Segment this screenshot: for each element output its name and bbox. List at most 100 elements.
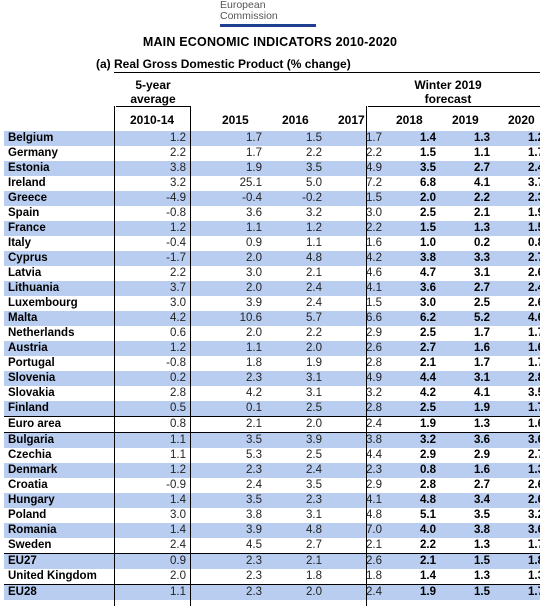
value-2015-cell: 3.6 bbox=[246, 207, 262, 219]
col-header-2018: 2018 bbox=[396, 113, 423, 127]
table-row: Spain -0.8 3.6 3.2 3.0 2.5 2.1 1.9 bbox=[4, 206, 540, 221]
value-2017-cell: 4.9 bbox=[322, 161, 382, 176]
forecast-2020-cell: 3.6 bbox=[490, 432, 540, 448]
value-2016-cell: 3.9 bbox=[262, 432, 322, 448]
country-cell: EU27 bbox=[4, 553, 118, 569]
forecast-2020-cell: 1.7 bbox=[528, 147, 540, 159]
divider-avg bbox=[190, 106, 191, 606]
forecast-2019-cell: 1.1 bbox=[474, 147, 490, 159]
logo-bar bbox=[220, 24, 316, 27]
value-2015-cell: -0.4 bbox=[198, 191, 262, 206]
value-2015-cell: 2.3 bbox=[198, 371, 262, 386]
forecast-line2: forecast bbox=[424, 92, 472, 106]
forecast-2018-cell: 2.0 bbox=[382, 191, 436, 206]
avg-2010-14-cell: -1.7 bbox=[118, 251, 198, 266]
forecast-2018-cell: 5.1 bbox=[420, 509, 436, 521]
value-2015-cell: 1.1 bbox=[198, 341, 262, 356]
value-2015-cell: 1.8 bbox=[246, 357, 262, 369]
value-2017-cell: 7.2 bbox=[366, 177, 382, 189]
gdp-table: Belgium1.21.71.51.71.41.31.2Germany2.21.… bbox=[4, 131, 540, 600]
value-2016-cell: 1.5 bbox=[262, 131, 322, 146]
value-2015-cell: 0.9 bbox=[246, 237, 262, 249]
country-cell: France bbox=[4, 221, 118, 236]
forecast-2020-cell: 1.7 bbox=[528, 539, 540, 551]
forecast-2020-cell: 1.5 bbox=[490, 221, 540, 236]
value-2016-cell: 2.3 bbox=[262, 493, 322, 508]
avg-2010-14-cell: -0.9 bbox=[166, 479, 186, 491]
forecast-2018-cell: 2.5 bbox=[420, 327, 436, 339]
country-cell: Sweden bbox=[8, 539, 52, 551]
forecast-2020-cell: 2.6 bbox=[528, 297, 540, 309]
col-header-2010-14: 2010-14 bbox=[130, 113, 175, 127]
value-2016-cell: 2.0 bbox=[262, 416, 322, 433]
value-2016-cell: 2.0 bbox=[262, 341, 322, 356]
country-cell: Germany bbox=[8, 147, 58, 159]
forecast-2019-cell: 3.4 bbox=[436, 493, 490, 508]
forecast-2018-cell: 2.9 bbox=[420, 449, 436, 461]
forecast-2020-cell: 2.8 bbox=[490, 371, 540, 386]
forecast-2020-cell: 1.2 bbox=[490, 131, 540, 146]
country-cell: Greece bbox=[4, 191, 118, 206]
forecast-2020-cell: 1.6 bbox=[490, 341, 540, 356]
country-cell: Portugal bbox=[8, 357, 55, 369]
value-2017-cell: 6.6 bbox=[322, 311, 382, 326]
table-row: Luxembourg 3.0 3.9 2.4 1.5 3.0 2.5 2.6 bbox=[4, 296, 540, 311]
forecast-2019-cell: 1.7 bbox=[474, 327, 490, 339]
avg-group-line2: average bbox=[130, 92, 176, 106]
forecast-2020-cell: 2.3 bbox=[490, 191, 540, 206]
forecast-2018-cell: 2.1 bbox=[420, 357, 436, 369]
value-2015-cell: 10.6 bbox=[198, 311, 262, 326]
value-2016-cell: 2.4 bbox=[262, 463, 322, 478]
divider-forecast bbox=[366, 106, 367, 606]
value-2016-cell: 3.1 bbox=[306, 387, 322, 399]
country-cell: Romania bbox=[4, 523, 118, 538]
value-2015-cell: 25.1 bbox=[239, 177, 262, 189]
table-subtitle: (a) Real Gross Domestic Product (% chang… bbox=[96, 57, 351, 71]
forecast-2020-cell: 1.8 bbox=[490, 553, 540, 569]
country-cell: Estonia bbox=[4, 161, 118, 176]
value-2016-cell: 1.8 bbox=[306, 570, 322, 582]
forecast-2019-cell: 3.5 bbox=[474, 509, 490, 521]
avg-2010-14-cell: 2.2 bbox=[170, 267, 186, 279]
value-2017-cell: 1.8 bbox=[366, 570, 382, 582]
avg-2010-14-cell: 1.2 bbox=[118, 341, 198, 356]
value-2017-cell: 4.9 bbox=[322, 371, 382, 386]
forecast-2020-cell: 2.7 bbox=[528, 449, 540, 461]
value-2017-cell: 4.1 bbox=[322, 493, 382, 508]
country-cell: Czechia bbox=[8, 449, 52, 461]
forecast-2018-cell: 1.0 bbox=[420, 237, 436, 249]
forecast-line1: Winter 2019 bbox=[414, 78, 482, 92]
value-2016-cell: 3.5 bbox=[262, 161, 322, 176]
value-2015-cell: 1.7 bbox=[246, 147, 262, 159]
value-2017-cell: 2.4 bbox=[322, 416, 382, 433]
forecast-2019-cell: 4.1 bbox=[474, 177, 490, 189]
logo-line-2: Commission bbox=[220, 10, 278, 22]
forecast-2019-cell: 1.7 bbox=[474, 357, 490, 369]
value-2015-cell: 3.5 bbox=[198, 432, 262, 448]
forecast-group-header: Winter 2019 forecast bbox=[368, 78, 528, 106]
forecast-2019-cell: 2.2 bbox=[436, 191, 490, 206]
forecast-2018-cell: 0.8 bbox=[382, 463, 436, 478]
forecast-2019-cell: 1.3 bbox=[436, 131, 490, 146]
avg-2010-14-cell: -0.8 bbox=[166, 357, 186, 369]
table-row: Germany 2.2 1.7 2.2 2.2 1.5 1.1 1.7 bbox=[4, 146, 540, 161]
value-2017-cell: 2.1 bbox=[366, 539, 382, 551]
forecast-2018-cell: 3.8 bbox=[382, 251, 436, 266]
forecast-2019-cell: 1.6 bbox=[436, 341, 490, 356]
forecast-2018-cell: 4.8 bbox=[382, 493, 436, 508]
avg-2010-14-cell: 2.8 bbox=[170, 387, 186, 399]
value-2015-cell: 5.3 bbox=[246, 449, 262, 461]
avg-2010-14-cell: 2.2 bbox=[170, 147, 186, 159]
value-2017-cell: 1.5 bbox=[366, 297, 382, 309]
forecast-2018-cell: 4.2 bbox=[420, 387, 436, 399]
forecast-2020-cell: 2.4 bbox=[490, 281, 540, 296]
value-2017-cell: 4.2 bbox=[322, 251, 382, 266]
table-row: Latvia 2.2 3.0 2.1 4.6 4.7 3.1 2.6 bbox=[4, 266, 540, 281]
country-cell: Euro area bbox=[4, 416, 118, 433]
forecast-2019-cell: 2.9 bbox=[474, 449, 490, 461]
